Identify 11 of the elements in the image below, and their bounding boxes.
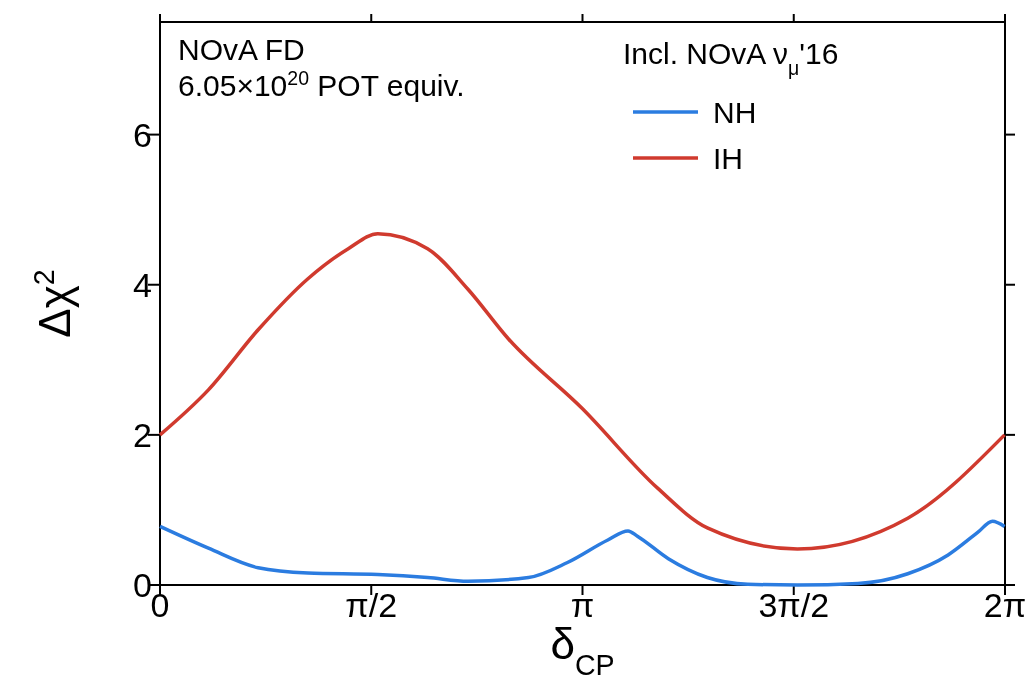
x-tick-label: 3π/2 <box>758 586 830 624</box>
x-tick-label: 2π <box>983 586 1027 624</box>
legend-title: Incl. NOvA ν$_{μ}$'16 <box>623 37 839 79</box>
y-tick-label: 4 <box>133 265 152 304</box>
y-tick-label: 2 <box>133 415 152 454</box>
annotation: NOvA FD <box>178 33 305 66</box>
legend-label: IH <box>713 141 743 175</box>
y-tick-label: 6 <box>133 115 152 154</box>
legend-label: NH <box>713 95 757 129</box>
annotation: 6.05×10$^{20}$ POT equiv. <box>178 67 465 102</box>
x-tick-label: π/2 <box>345 586 398 624</box>
